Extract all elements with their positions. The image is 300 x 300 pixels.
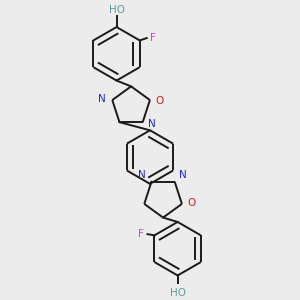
Text: F: F (150, 33, 156, 43)
Text: N: N (139, 170, 146, 180)
Text: F: F (138, 229, 144, 239)
Text: HO: HO (169, 288, 186, 298)
Text: N: N (148, 118, 156, 129)
Text: N: N (179, 170, 187, 180)
Text: HO: HO (109, 4, 124, 14)
Text: O: O (155, 96, 164, 106)
Text: N: N (98, 94, 106, 103)
Text: O: O (187, 198, 195, 208)
